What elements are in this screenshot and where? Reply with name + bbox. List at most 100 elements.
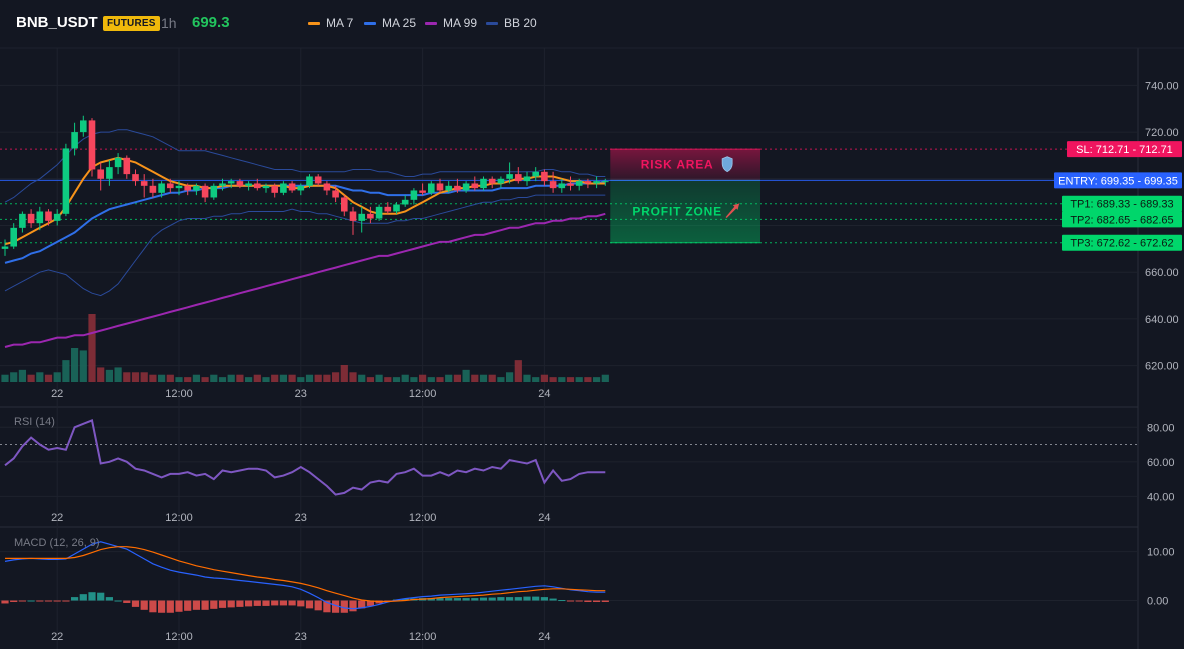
macd-histogram-bar [436,598,444,601]
macd-histogram-bar [27,600,35,602]
time-tick-label: 24 [538,388,550,400]
profit-zone [610,180,760,243]
legend-ma25[interactable]: MA 25 [364,16,416,30]
macd-histogram-bar [227,600,235,608]
candle [480,178,487,189]
volume-bar [332,372,340,382]
macd-histogram-bar [79,594,87,601]
volume-bar [305,374,314,382]
volume-bar [479,374,488,382]
candle [428,183,435,193]
macd-histogram-bar [201,600,209,610]
macd-histogram-bar [44,600,53,602]
macd-histogram-bar [453,598,461,601]
ma7-line [4,156,606,246]
volume-bar [245,377,253,382]
ma7-swatch-icon [308,21,320,25]
macd-tick-label: 10.00 [1147,547,1175,559]
legend-ma7[interactable]: MA 7 [308,16,353,30]
level-label: TP2: 682.65 - 682.65 [1070,214,1173,226]
level-label-bg [1062,234,1182,251]
macd-histogram-bar [532,596,540,601]
rsi-line [4,419,606,496]
legend-bb20[interactable]: BB 20 [486,16,537,30]
volume-bar [288,374,296,382]
candle [1,246,9,249]
legend-ma99[interactable]: MA 99 [425,16,477,30]
candle [36,211,44,224]
candle [167,183,174,189]
candle [184,185,191,191]
macd-histogram-bar [184,600,192,611]
macd-histogram-bar [305,600,314,609]
price-pane[interactable]: RISK AREA PROFIT ZONE [0,115,1138,382]
macd-histogram-bar [514,597,522,601]
macd-histogram-bar [471,598,479,601]
candle [462,183,470,191]
candle [193,185,200,191]
time-tick-label: 23 [295,388,307,400]
candle [471,183,479,189]
macd-pane[interactable]: MACD (12, 26, 9) [1,537,609,613]
time-tick-label: 22 [51,512,63,524]
symbol-name[interactable]: BNB_USDT [16,14,98,31]
time-tick-label: 23 [295,631,307,643]
macd-histogram-bar [497,597,505,601]
volume-bar [18,369,26,382]
volume-bar [575,377,583,382]
volume-bar [593,377,601,382]
price-tick-label: 740.00 [1145,80,1179,92]
rsi-tick-label: 80.00 [1147,422,1175,434]
macd-histogram-bar [123,600,131,603]
volume-bar [410,377,418,382]
time-tick-label: 12:00 [409,512,437,524]
candle [506,174,513,179]
volume-bar [436,377,444,382]
candle [532,171,539,177]
volume-bar [253,374,261,382]
candle [323,183,331,191]
volume-bar [97,367,105,382]
timeframe-label[interactable]: 1h [161,15,177,31]
volume-bar [453,374,461,382]
macd-signal-line [5,546,606,603]
macd-histogram-bar [540,597,548,601]
candle [210,185,218,198]
candle [262,185,270,189]
risk-area-zone [610,149,760,181]
macd-histogram-bar [10,600,18,602]
volume-bar [105,369,113,382]
volume-bar [236,374,244,382]
candle [593,181,600,184]
macd-histogram-bar [427,598,435,601]
volume-bar [262,377,270,382]
macd-histogram-bar [462,598,470,601]
macd-histogram-bar [549,598,557,601]
macd-histogram-bar [210,600,218,609]
volume-bar [323,374,331,382]
candle [454,185,461,191]
volume-bar [540,374,548,382]
risk-area-label: RISK AREA [641,158,714,172]
price-tick-label: 640.00 [1145,314,1179,326]
macd-histogram-bar [245,600,253,607]
macd-histogram-bar [53,600,61,602]
macd-histogram-bar [506,597,514,601]
macd-histogram-bar [131,600,140,607]
volume-bar [392,377,401,382]
candle [236,181,244,186]
rsi-pane[interactable]: RSI (14) [0,416,1138,496]
price-tick-label: 720.00 [1145,127,1179,139]
candle [80,120,87,133]
candle [314,176,322,184]
time-tick-label: 23 [295,512,307,524]
profit-zone-label: PROFIT ZONE [632,205,721,219]
macd-histogram-bar [401,598,409,601]
candle [488,178,496,184]
macd-histogram-bar [584,600,592,602]
macd-histogram-bar [97,592,105,601]
candle [45,211,52,221]
candle [358,213,365,221]
volume-bar [36,372,44,382]
